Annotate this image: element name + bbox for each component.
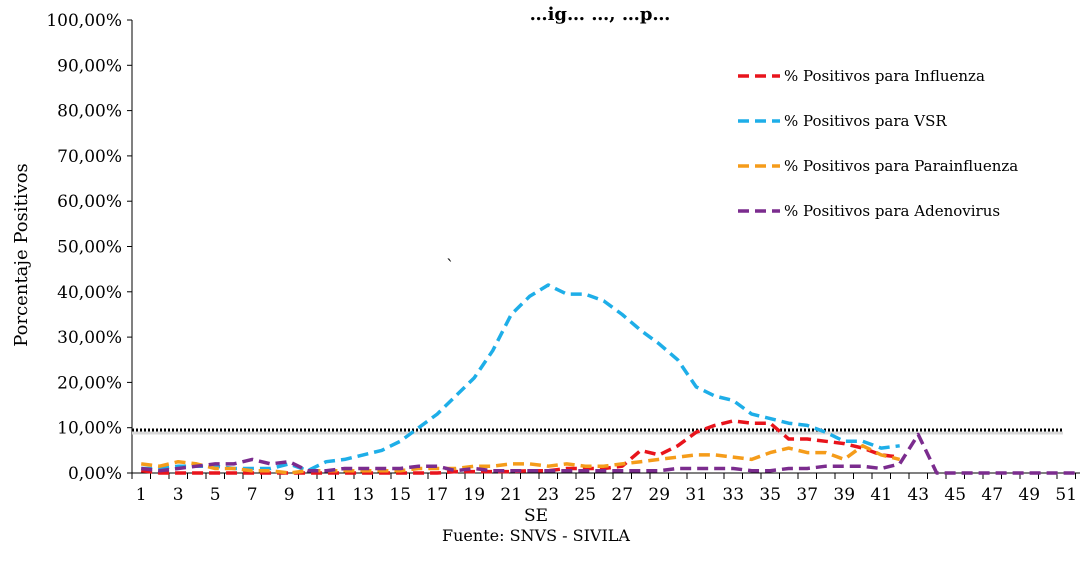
legend-label: % Positivos para Parainfluenza: [784, 157, 1018, 175]
x-tick-label: 11: [315, 485, 337, 505]
x-tick-label: 37: [796, 485, 818, 505]
threshold-line: [132, 428, 1063, 435]
y-tick-label: 30,00%: [57, 328, 122, 348]
x-tick-label: 17: [426, 485, 448, 505]
series-line-3: [140, 444, 901, 475]
x-axis-label: SE: [524, 506, 548, 526]
x-tick-label: 1: [136, 485, 147, 505]
series-lines: [140, 283, 1080, 475]
x-tick-labels: 1 3 5 7 9 11 13 15 17 19 21 23 25 27 29 31 33 35 37 39 41 43 4…: [131, 473, 1077, 505]
x-tick-label: 49: [1018, 485, 1040, 505]
y-tick-label: 50,00%: [57, 238, 122, 258]
chart-title: …ig… …, …p…: [530, 4, 671, 25]
y-tick-label: 80,00%: [57, 102, 122, 122]
x-tick-label: 3: [173, 485, 184, 505]
y-tick-label: 70,00%: [57, 147, 122, 167]
x-tick-label: 21: [500, 485, 522, 505]
x-tick-label: 45: [944, 485, 966, 505]
x-tick-label: 25: [574, 485, 596, 505]
x-tick-label: 47: [981, 485, 1003, 505]
x-tick-label: 13: [352, 485, 374, 505]
legend: % Positivos para Influenza % Positivos pa…: [738, 67, 1018, 220]
x-tick-label: 39: [833, 485, 855, 505]
y-tick-label: 100,00%: [46, 11, 122, 31]
x-tick-label: 23: [537, 485, 559, 505]
y-tick-label: 60,00%: [57, 192, 122, 212]
series-line-2: [141, 283, 900, 473]
stray-mark: `: [446, 257, 455, 277]
x-tick-label: 43: [907, 485, 929, 505]
y-tick-labels: 0,00% 10,00% 20,00% 30,00% 40,00% 50,00% 60,00…: [46, 11, 132, 484]
x-tick-label: 19: [463, 485, 485, 505]
x-tick-label: 7: [247, 485, 258, 505]
x-tick-label: 5: [210, 485, 221, 505]
x-tick-label: 51: [1055, 485, 1077, 505]
x-tick-label: 35: [759, 485, 781, 505]
legend-label: % Positivos para Influenza: [784, 67, 985, 85]
y-axis-label: Porcentaje Positivos: [11, 163, 32, 347]
y-tick-label: 20,00%: [57, 373, 122, 393]
series-line-4: [140, 432, 1080, 475]
legend-label: % Positivos para Adenovirus: [784, 202, 1000, 220]
source-note: Fuente: SNVS - SIVILA: [442, 526, 630, 545]
legend-label: % Positivos para VSR: [784, 112, 947, 130]
x-tick-label: 15: [389, 485, 411, 505]
x-tick-label: 41: [870, 485, 892, 505]
x-tick-label: 33: [722, 485, 744, 505]
x-tick-label: 31: [685, 485, 707, 505]
axes: [131, 20, 1080, 474]
y-tick-label: 0,00%: [68, 464, 122, 484]
x-tick-label: 9: [284, 485, 295, 505]
y-tick-label: 40,00%: [57, 283, 122, 303]
y-tick-label: 90,00%: [57, 56, 122, 76]
x-tick-label: 29: [648, 485, 670, 505]
x-tick-label: 27: [611, 485, 633, 505]
y-tick-label: 10,00%: [57, 419, 122, 439]
